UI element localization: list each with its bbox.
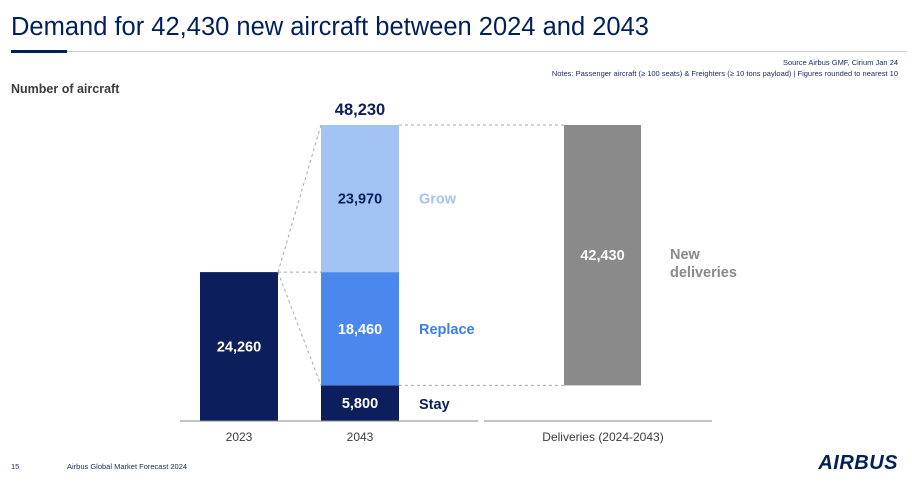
- annotation-stay: Stay: [419, 397, 450, 413]
- x-tick-label-1: 2043: [347, 430, 374, 444]
- title-accent-bar: [11, 50, 67, 53]
- data-label-0-0: 24,260: [217, 340, 261, 356]
- total-label-1: 48,230: [335, 101, 385, 119]
- connector-line: [277, 124, 322, 273]
- data-label-1-2: 23,970: [338, 192, 382, 208]
- annotation-replace: Replace: [419, 322, 475, 338]
- bar-segment-1-2: [321, 125, 399, 273]
- footnote: Notes: Passenger aircraft (≥ 100 seats) …: [551, 69, 898, 78]
- bar-segment-2-0: [564, 125, 641, 386]
- data-label-1-1: 18,460: [338, 322, 382, 338]
- footer-text: Airbus Global Market Forecast 2024: [67, 462, 188, 471]
- x-tick-label-0: 2023: [226, 430, 253, 444]
- bar-segment-0-0: [200, 272, 278, 421]
- connector-line: [277, 271, 322, 386]
- bar-segment-1-0: [321, 385, 399, 421]
- source-note: Source Airbus GMF, Cirium Jan 24: [782, 58, 898, 67]
- airbus-logo: AIRBUS: [818, 452, 898, 474]
- annotation-deliveries: deliveries: [670, 265, 737, 281]
- bar-segment-1-1: [321, 272, 399, 386]
- data-label-2-0: 42,430: [580, 248, 624, 264]
- annotation-grow: Grow: [419, 192, 457, 208]
- y-axis-label: Number of aircraft: [11, 82, 120, 96]
- x-tick-label-2: Deliveries (2024-2043): [542, 430, 663, 444]
- slide-title: Demand for 42,430 new aircraft between 2…: [11, 13, 649, 41]
- title-divider: [11, 51, 906, 52]
- annotation-new: New: [670, 247, 701, 263]
- page-number: 15: [11, 462, 20, 471]
- data-label-1-0: 5,800: [342, 396, 378, 412]
